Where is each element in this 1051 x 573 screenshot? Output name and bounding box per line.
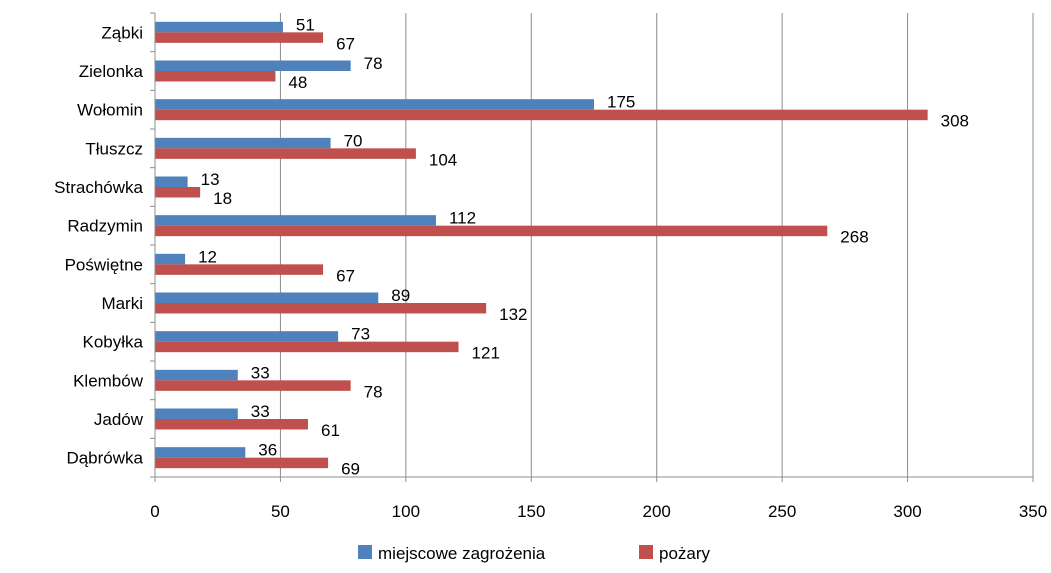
data-label: 12 bbox=[198, 247, 217, 266]
category-label: Tłuszcz bbox=[85, 139, 143, 158]
legend-swatch bbox=[358, 545, 372, 559]
data-label: 89 bbox=[391, 286, 410, 305]
legend: miejscowe zagrożenia pożary bbox=[358, 544, 711, 563]
x-tick-label: 0 bbox=[150, 502, 159, 521]
bar-series-2 bbox=[155, 264, 324, 275]
bar-series-1 bbox=[155, 408, 238, 419]
data-label: 67 bbox=[336, 266, 355, 285]
legend-swatch bbox=[639, 545, 653, 559]
bar-series-2 bbox=[155, 303, 487, 314]
bar-series-1 bbox=[155, 331, 339, 342]
x-tick-label: 50 bbox=[271, 502, 290, 521]
bar-series-1 bbox=[155, 21, 283, 33]
data-label: 69 bbox=[341, 460, 360, 479]
data-label: 67 bbox=[336, 34, 355, 53]
bar-series-1 bbox=[155, 292, 379, 303]
category-label: Marki bbox=[101, 294, 143, 313]
data-label: 13 bbox=[201, 170, 220, 189]
x-tick-label: 150 bbox=[517, 502, 545, 521]
bar-series-2 bbox=[155, 225, 828, 237]
data-label: 36 bbox=[258, 441, 277, 460]
bar-series-1 bbox=[155, 99, 594, 110]
category-label: Klembów bbox=[73, 371, 144, 390]
data-label: 175 bbox=[607, 93, 635, 112]
data-label: 61 bbox=[321, 421, 340, 440]
legend-label: pożary bbox=[659, 544, 711, 563]
labels: 0 50 100 150 200 250 300 350 Dąbrówka 36 69 Jadów 33… bbox=[54, 15, 1047, 521]
data-label: 268 bbox=[840, 228, 868, 247]
data-label: 33 bbox=[251, 363, 270, 382]
data-label: 132 bbox=[499, 305, 527, 324]
category-label: Ząbki bbox=[101, 23, 143, 42]
bar-series-2 bbox=[155, 341, 459, 353]
data-label: 48 bbox=[288, 73, 307, 92]
category-label: Radzymin bbox=[67, 217, 143, 236]
category-label: Kobyłka bbox=[83, 333, 144, 352]
bar-series-2 bbox=[155, 148, 416, 159]
bar-series-2 bbox=[155, 380, 351, 391]
x-tick-label: 250 bbox=[768, 502, 796, 521]
legend-label: miejscowe zagrożenia bbox=[378, 544, 546, 563]
bar-series-2 bbox=[155, 71, 276, 82]
bars bbox=[155, 21, 928, 469]
bar-series-1 bbox=[155, 447, 246, 458]
axes bbox=[150, 12, 1034, 482]
category-label: Poświętne bbox=[65, 255, 143, 274]
data-label: 112 bbox=[449, 209, 476, 228]
bar-series-1 bbox=[155, 60, 351, 71]
category-label: Zielonka bbox=[79, 62, 144, 81]
data-label: 121 bbox=[472, 344, 500, 363]
data-label: 18 bbox=[213, 189, 232, 208]
gridlines bbox=[279, 13, 1034, 477]
bar-series-2 bbox=[155, 32, 324, 43]
data-label: 104 bbox=[429, 150, 457, 169]
category-label: Dąbrówka bbox=[66, 449, 143, 468]
bar-series-1 bbox=[155, 253, 186, 265]
data-label: 33 bbox=[251, 402, 270, 421]
x-tick-label: 200 bbox=[643, 502, 671, 521]
x-tick-label: 350 bbox=[1019, 502, 1047, 521]
bar-series-2 bbox=[155, 109, 928, 121]
bar-series-2 bbox=[155, 457, 329, 469]
data-label: 78 bbox=[364, 382, 383, 401]
bar-series-1 bbox=[155, 369, 238, 381]
data-label: 78 bbox=[364, 54, 383, 73]
bar-series-1 bbox=[155, 137, 331, 149]
bar-series-2 bbox=[155, 187, 201, 198]
data-label: 70 bbox=[344, 131, 363, 150]
data-label: 73 bbox=[351, 325, 370, 344]
category-label: Jadów bbox=[94, 410, 144, 429]
data-label: 308 bbox=[941, 112, 969, 131]
category-label: Wołomin bbox=[77, 101, 143, 120]
bar-series-1 bbox=[155, 176, 188, 187]
data-label: 51 bbox=[296, 15, 315, 34]
bar-series-1 bbox=[155, 215, 436, 226]
bar-series-2 bbox=[155, 419, 309, 430]
category-label: Strachówka bbox=[54, 178, 143, 197]
x-tick-label: 300 bbox=[893, 502, 921, 521]
x-tick-label: 100 bbox=[392, 502, 420, 521]
